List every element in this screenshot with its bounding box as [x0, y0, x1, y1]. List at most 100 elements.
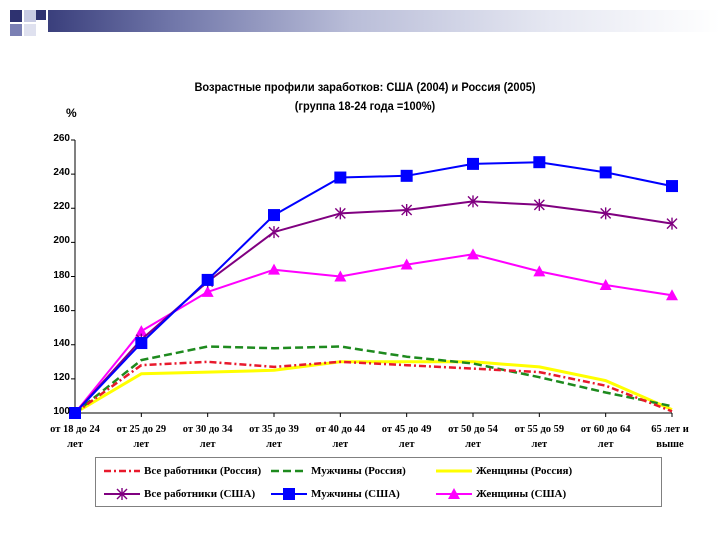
- series-5-point-8: [599, 279, 612, 291]
- series-3-point-7: [533, 198, 545, 211]
- legend-swatch-all-russia: [104, 469, 140, 473]
- x-tick-label-4: от 40 до 44 лет: [305, 422, 375, 452]
- series-5-point-9: [666, 289, 678, 301]
- series-4-point-9: [666, 180, 678, 193]
- x-tick-label-8-line-1: лет: [597, 439, 614, 450]
- series-0-line: [74, 360, 673, 415]
- x-tick-label-2: от 30 до 34 лет: [173, 422, 243, 452]
- y-tick-label-1: 120: [53, 371, 70, 383]
- series-5-point-1: [135, 325, 148, 337]
- legend-swatch-all-usa: [104, 488, 140, 500]
- x-tick-label-1: от 25 до 29 лет: [106, 422, 176, 452]
- legend-item-women-russia: Женщины (Россия): [436, 461, 572, 481]
- series-5-point-3: [268, 263, 280, 275]
- x-tick-label-0-line-0: от 18 до 24: [50, 424, 100, 435]
- series-5-point-4: [334, 270, 347, 282]
- y-tick-label-4: 180: [53, 269, 70, 281]
- legend-item-all-russia: Все работники (Россия): [104, 461, 261, 481]
- x-tick-label-2-line-1: лет: [199, 439, 216, 450]
- corner-square-dark: [10, 10, 22, 22]
- x-tick-label-3-line-1: лет: [266, 439, 282, 450]
- series-5-line: [74, 253, 673, 414]
- series-4-point-7: [533, 156, 546, 169]
- x-tick-label-4-line-1: лет: [332, 439, 349, 450]
- x-tick-label-9: 65 лет и выше: [635, 422, 705, 452]
- series-5-point-6: [467, 248, 479, 260]
- x-tick-label-4-line-0: от 40 до 44: [315, 424, 366, 435]
- x-tick-label-6-line-0: от 50 до 54: [448, 424, 498, 435]
- series-3-point-5: [401, 203, 413, 216]
- x-tick-label-6-line-1: лет: [465, 439, 481, 450]
- legend-label-all-usa: Все работники (США): [144, 488, 256, 500]
- x-tick-label-9-line-1: выше: [656, 439, 684, 450]
- slide-header-band: [48, 10, 720, 32]
- x-tick-label-8: от 60 до 64 лет: [571, 422, 641, 452]
- y-tick-label-6: 220: [53, 201, 70, 213]
- slide-corner-decoration: [10, 10, 46, 36]
- y-axis-label: %: [66, 106, 77, 120]
- series-5-point-2: [201, 285, 214, 297]
- corner-square-small: [36, 10, 46, 20]
- legend-item-all-usa: Все работники (США): [104, 484, 255, 504]
- corner-square-light: [24, 10, 36, 22]
- x-tick-label-5: от 45 до 49 лет: [372, 422, 442, 452]
- x-tick-label-0-line-1: лет: [67, 439, 83, 450]
- corner-square-mid: [10, 24, 22, 36]
- series-4-point-0: [69, 407, 81, 419]
- series-5-point-5: [400, 258, 413, 270]
- series-2-line: [74, 360, 673, 415]
- series-4-point-3: [268, 209, 280, 222]
- x-tick-label-1-line-0: от 25 до 29: [116, 424, 167, 435]
- legend-label-men-russia: Мужчины (Россия): [311, 465, 406, 477]
- legend-item-men-russia: Мужчины (Россия): [271, 461, 406, 481]
- legend-swatch-women-usa: [436, 488, 472, 499]
- y-tick-label-0: 100: [53, 406, 70, 417]
- legend-item-women-usa: Женщины (США): [436, 484, 566, 504]
- legend-item-men-usa: Мужчины (США): [271, 484, 400, 504]
- y-tick-label-5: 200: [53, 235, 70, 247]
- series-4-line: [74, 161, 673, 414]
- series-3-point-6: [467, 195, 479, 208]
- y-tick-label-7: 240: [53, 167, 70, 179]
- legend-swatch-women-russia: [436, 469, 472, 473]
- legend-label-men-usa: Мужчины (США): [311, 488, 400, 500]
- legend-swatch-men-usa: [271, 488, 307, 500]
- chart-title: Возрастные профили заработков: США (2004…: [194, 80, 536, 94]
- x-tick-label-1-line-1: лет: [133, 439, 150, 450]
- y-tick-label-8: 260: [53, 133, 70, 144]
- y-tick-label-3: 160: [53, 303, 70, 315]
- x-tick-label-0: от 18 до 24 лет: [40, 422, 110, 452]
- corner-square-faint: [24, 24, 36, 36]
- series-3-point-9: [666, 217, 678, 230]
- series-3-point-4: [334, 207, 346, 220]
- series-3-point-8: [600, 207, 612, 220]
- x-tick-label-6: от 50 до 54 лет: [438, 422, 508, 452]
- series-4-point-2: [201, 273, 214, 286]
- legend-label-women-usa: Женщины (США): [476, 488, 567, 500]
- series-3-point-3: [268, 226, 280, 239]
- x-tick-label-7-line-1: лет: [531, 439, 548, 450]
- series-3-line: [74, 200, 673, 414]
- legend-swatch-men-russia: [271, 469, 307, 473]
- x-tick-label-7: от 55 до 59 лет: [504, 422, 574, 452]
- series-4-point-4: [334, 171, 347, 184]
- legend-label-women-russia: Женщины (Россия): [476, 465, 573, 477]
- series-1-line: [74, 345, 673, 414]
- x-tick-label-3: от 35 до 39 лет: [239, 422, 309, 452]
- x-tick-label-5-line-1: лет: [398, 439, 415, 450]
- series-4-point-6: [467, 157, 479, 170]
- x-tick-label-3-line-0: от 35 до 39: [249, 424, 299, 435]
- legend: Все работники (Россия) Мужчины (Россия) …: [95, 457, 662, 507]
- x-tick-label-8-line-0: от 60 до 64: [580, 424, 631, 435]
- legend-label-all-russia: Все работники (Россия): [144, 465, 262, 477]
- series-4-point-8: [599, 166, 612, 179]
- series-4-point-1: [135, 337, 148, 350]
- x-tick-label-7-line-0: от 55 до 59: [514, 424, 565, 435]
- x-tick-label-5-line-0: от 45 до 49: [381, 424, 432, 435]
- x-tick-label-9-line-0: 65 лет и: [651, 424, 689, 435]
- y-tick-label-2: 140: [53, 337, 70, 349]
- series-5-point-7: [533, 265, 546, 277]
- chart-subtitle: (группа 18-24 года =100%): [294, 99, 436, 113]
- x-tick-label-2-line-0: от 30 до 34: [182, 424, 233, 435]
